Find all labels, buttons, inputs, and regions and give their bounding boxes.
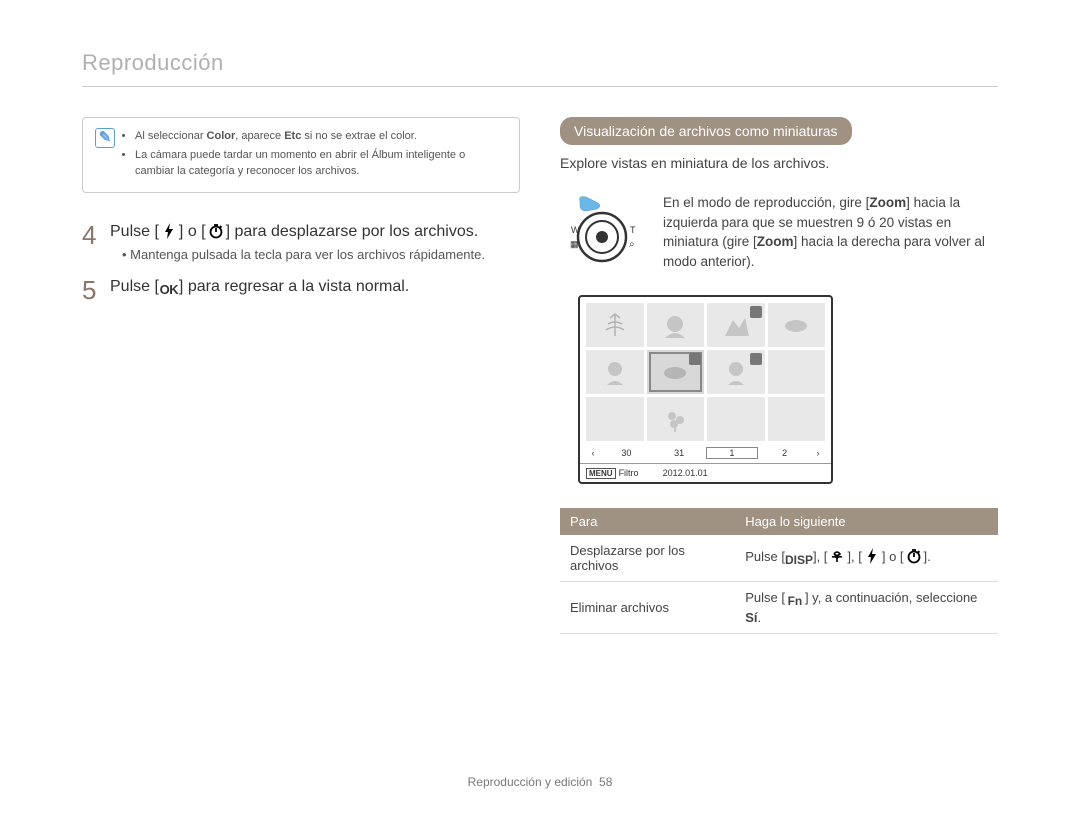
thumbnail	[707, 303, 765, 347]
right-column: Visualización de archivos como miniatura…	[560, 117, 998, 634]
note-list: Al seleccionar Color, aparece Etc si no …	[135, 128, 507, 180]
lock-icon	[689, 353, 701, 365]
lcd-bottom-bar: MENUFiltro 2012.01.01	[580, 463, 831, 482]
arrow-left-icon: ‹	[586, 448, 600, 458]
page-footer: Reproducción y edición 58	[0, 775, 1080, 789]
date-cell: 31	[653, 448, 706, 458]
thumbnail	[768, 397, 826, 441]
step-number: 4	[82, 221, 110, 250]
footer-page: 58	[599, 775, 612, 789]
svg-text:T: T	[630, 225, 636, 235]
fn-icon: Fn	[785, 592, 805, 610]
actions-table: Para Haga lo siguiente Desplazarse por l…	[560, 508, 998, 634]
left-column: ✎ Al seleccionar Color, aparece Etc si n…	[82, 117, 520, 634]
table-row: Eliminar archivos Pulse [Fn] y, a contin…	[560, 582, 998, 634]
date-full: 2012.01.01	[663, 468, 708, 478]
thumbnail	[707, 397, 765, 441]
header-divider	[82, 86, 998, 87]
timer-icon	[904, 547, 924, 565]
thumbnail	[647, 397, 705, 441]
thumbnail	[768, 303, 826, 347]
note-item: La cámara puede tardar un momento en abr…	[135, 147, 507, 180]
svg-text:W: W	[571, 225, 580, 235]
lcd-date-strip: ‹ 30 31 1 2 ›	[580, 447, 831, 463]
step-4: 4 Pulse [] o [] para desplazarse por los…	[82, 221, 520, 262]
table-cell-label: Desplazarse por los archivos	[560, 535, 735, 582]
zoom-dial-graphic: W T ▦ ⌕	[560, 193, 645, 271]
lock-icon	[750, 353, 762, 365]
page-header: Reproducción	[82, 50, 998, 76]
arrow-right-icon: ›	[811, 448, 825, 458]
step-number: 5	[82, 276, 110, 305]
note-box: ✎ Al seleccionar Color, aparece Etc si n…	[82, 117, 520, 193]
flash-icon	[862, 547, 882, 565]
flash-icon	[159, 222, 179, 240]
step-title: Pulse [] o [] para desplazarse por los a…	[110, 221, 520, 243]
footer-label: Reproducción y edición	[468, 775, 593, 789]
step-5: 5 Pulse [OK] para regresar a la vista no…	[82, 276, 520, 305]
thumbnail	[768, 350, 826, 394]
step-title: Pulse [OK] para regresar a la vista norm…	[110, 276, 520, 299]
thumbnail	[586, 350, 644, 394]
thumbnail	[647, 303, 705, 347]
table-header: Para	[560, 508, 735, 535]
thumbnail	[707, 350, 765, 394]
lcd-screen-mockup: ‹ 30 31 1 2 › MENUFiltro 2012.01.01	[578, 295, 833, 484]
table-cell-action: Pulse [Fn] y, a continuación, seleccione…	[735, 582, 998, 634]
note-item: Al seleccionar Color, aparece Etc si no …	[135, 128, 507, 145]
date-cell: 30	[600, 448, 653, 458]
disp-icon: DISP	[785, 551, 813, 569]
table-header: Haga lo siguiente	[735, 508, 998, 535]
date-cell-active: 1	[706, 447, 759, 459]
menu-label: MENU	[586, 468, 616, 479]
timer-icon	[206, 222, 226, 240]
lock-icon	[750, 306, 762, 318]
svg-text:⌕: ⌕	[629, 239, 635, 250]
svg-text:▦: ▦	[570, 239, 579, 249]
filter-label: Filtro	[619, 468, 639, 478]
thumbnail-selected	[647, 350, 705, 394]
table-cell-action: Pulse [DISP], [], [] o [].	[735, 535, 998, 582]
thumbnail	[586, 303, 644, 347]
table-row: Desplazarse por los archivos Pulse [DISP…	[560, 535, 998, 582]
note-icon: ✎	[95, 128, 115, 148]
section-intro: Explore vistas en miniatura de los archi…	[560, 155, 998, 171]
macro-icon	[827, 547, 847, 565]
zoom-instruction-row: W T ▦ ⌕ En el modo de reproducción, gire…	[560, 193, 998, 271]
thumbnail	[586, 397, 644, 441]
ok-icon: OK	[159, 281, 179, 299]
step-subtext: Mantenga pulsada la tecla para ver los a…	[122, 247, 520, 262]
table-cell-label: Eliminar archivos	[560, 582, 735, 634]
date-cell: 2	[758, 448, 811, 458]
section-heading-pill: Visualización de archivos como miniatura…	[560, 117, 852, 145]
zoom-instruction-text: En el modo de reproducción, gire [Zoom] …	[663, 193, 998, 271]
